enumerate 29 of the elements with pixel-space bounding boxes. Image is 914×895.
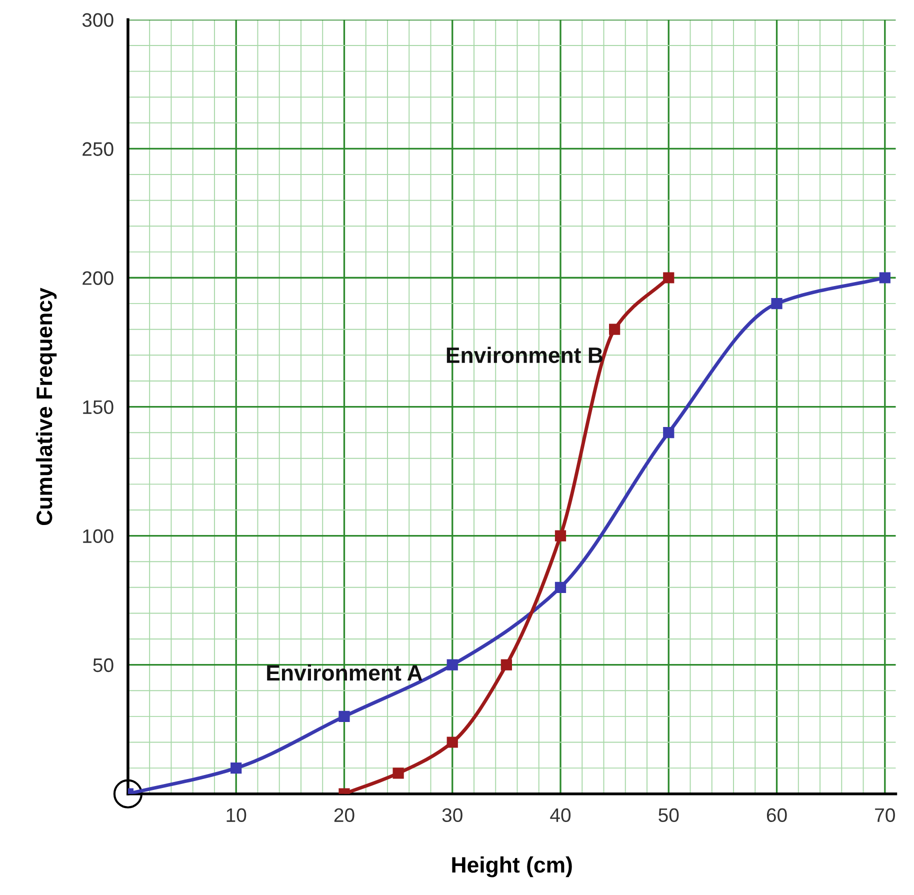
y-tick-label: 150 xyxy=(83,400,114,414)
y-tick-label: 100 xyxy=(83,529,114,544)
x-axis-title: Height (cm) xyxy=(452,856,572,878)
point xyxy=(500,659,512,670)
x-tick-label: 70 xyxy=(875,808,895,822)
point xyxy=(663,427,674,438)
y-tick-label: 50 xyxy=(93,658,114,672)
y-tick-label: 200 xyxy=(82,271,114,285)
point xyxy=(879,272,890,284)
point xyxy=(446,659,458,670)
series-label: Environment B xyxy=(446,346,602,364)
y-axis-title: Cumulative Frequency xyxy=(36,288,57,526)
x-tick-label: 50 xyxy=(658,808,679,822)
x-tick-label: 10 xyxy=(226,808,246,822)
point xyxy=(663,272,674,284)
point xyxy=(609,324,620,335)
x-tick-label: 60 xyxy=(766,808,787,822)
point xyxy=(554,530,566,542)
y-tick-label: 250 xyxy=(82,142,114,156)
y-tick-label: 300 xyxy=(82,13,114,27)
point xyxy=(554,582,566,593)
x-tick-label: 40 xyxy=(550,808,571,822)
point xyxy=(392,768,404,779)
point xyxy=(446,736,458,748)
x-tick-label: 30 xyxy=(442,808,462,822)
point xyxy=(338,710,350,722)
point xyxy=(230,762,242,774)
point xyxy=(771,298,782,310)
x-tick-label: 20 xyxy=(334,808,354,822)
